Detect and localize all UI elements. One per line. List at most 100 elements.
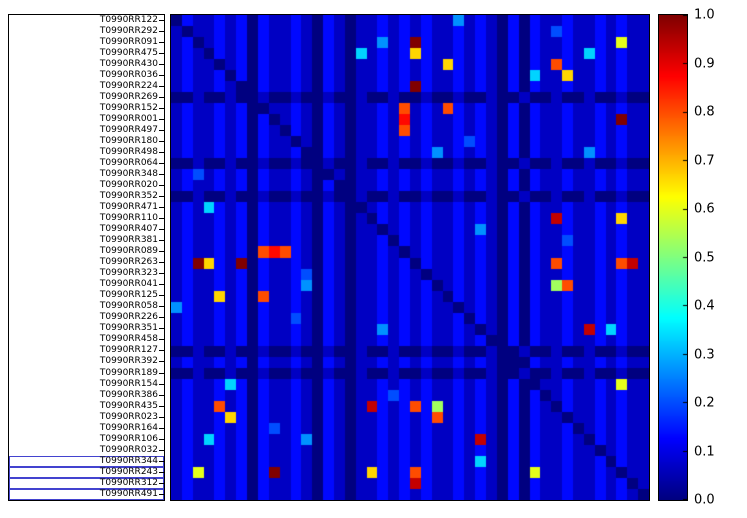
- row-tick-mark: [159, 416, 164, 418]
- row-tick-mark: [159, 394, 164, 396]
- row-tick-mark: [159, 471, 164, 473]
- row-tick-mark: [159, 20, 164, 21]
- colorbar-tick-label: 0.2: [694, 395, 715, 411]
- row-label: T0990RR348: [9, 169, 164, 180]
- row-tick-mark: [159, 97, 164, 99]
- colorbar-tick-label: 0.4: [694, 298, 715, 314]
- row-label: T0990RR323: [9, 268, 164, 279]
- row-label-text: T0990RR491: [99, 488, 158, 499]
- row-label-text: T0990RR127: [99, 345, 158, 356]
- row-label-text: T0990RR110: [99, 213, 158, 224]
- row-tick-mark: [159, 229, 164, 231]
- row-tick-mark: [159, 350, 164, 352]
- row-tick-mark: [159, 130, 164, 132]
- row-tick-mark: [159, 284, 164, 286]
- colorbar-tick-label: 0.8: [694, 104, 715, 120]
- row-label: T0990RR381: [9, 235, 164, 246]
- row-tick-mark: [159, 339, 164, 341]
- row-label-text: T0990RR091: [99, 37, 158, 48]
- row-label-text: T0990RR001: [99, 114, 158, 125]
- row-label-text: T0990RR498: [99, 147, 158, 158]
- row-label: T0990RR125: [9, 290, 164, 301]
- row-label-text: T0990RR392: [99, 356, 158, 367]
- row-label: T0990RR475: [9, 48, 164, 59]
- row-label: T0990RR498: [9, 147, 164, 158]
- row-label: T0990RR471: [9, 202, 164, 213]
- row-label-text: T0990RR243: [99, 466, 158, 477]
- row-label: T0990RR023: [9, 412, 164, 423]
- row-label-text: T0990RR497: [99, 125, 158, 136]
- row-label-text: T0990RR407: [99, 224, 158, 235]
- row-label-text: T0990RR430: [99, 59, 158, 70]
- row-label-text: T0990RR032: [99, 444, 158, 455]
- row-label: T0990RR189: [9, 368, 164, 379]
- row-label-text: T0990RR152: [99, 103, 158, 114]
- row-label: T0990RR497: [9, 125, 164, 136]
- row-label: T0990RR058: [9, 301, 164, 312]
- row-label-text: T0990RR023: [99, 411, 158, 422]
- row-label: T0990RR106: [9, 434, 164, 445]
- row-label-text: T0990RR020: [99, 180, 158, 191]
- row-label-text: T0990RR122: [99, 15, 158, 25]
- row-label: T0990RR263: [9, 257, 164, 268]
- colorbar-tick-label: 0.6: [694, 201, 715, 217]
- row-tick-mark: [159, 53, 164, 55]
- row-tick-mark: [159, 75, 164, 77]
- row-tick-mark: [159, 240, 164, 242]
- row-label: T0990RR041: [9, 279, 164, 290]
- row-label-box: T0990RR122 T0990RR292 T0990RR091 T0990RR475…: [8, 14, 165, 501]
- row-tick-mark: [159, 207, 164, 209]
- row-label-text: T0990RR180: [99, 136, 158, 147]
- row-label-text: T0990RR471: [99, 202, 158, 213]
- row-label: T0990RR430: [9, 59, 164, 70]
- row-tick-mark: [159, 86, 164, 88]
- row-tick-mark: [159, 141, 164, 143]
- row-tick-mark: [159, 42, 164, 44]
- row-label: T0990RR292: [9, 26, 164, 37]
- row-label-text: T0990RR189: [99, 367, 158, 378]
- row-tick-mark: [159, 306, 164, 308]
- row-label: T0990RR312: [9, 478, 164, 489]
- row-tick-mark: [159, 174, 164, 176]
- row-label: T0990RR020: [9, 180, 164, 191]
- row-label-text: T0990RR269: [99, 92, 158, 103]
- row-label: T0990RR032: [9, 445, 164, 456]
- row-label: T0990RR344: [9, 456, 164, 467]
- row-tick-mark: [159, 460, 164, 462]
- row-label-text: T0990RR435: [99, 400, 158, 411]
- heatmap-canvas: [171, 15, 649, 500]
- row-label-text: T0990RR263: [99, 257, 158, 268]
- row-label-text: T0990RR036: [99, 70, 158, 81]
- row-label: T0990RR386: [9, 390, 164, 401]
- row-label-text: T0990RR381: [99, 235, 158, 246]
- row-tick-mark: [159, 64, 164, 66]
- row-label: T0990RR164: [9, 423, 164, 434]
- row-label-text: T0990RR351: [99, 323, 158, 334]
- row-label-text: T0990RR089: [99, 246, 158, 257]
- row-label: T0990RR226: [9, 312, 164, 323]
- colorbar-tick-label: 0.1: [694, 444, 715, 459]
- row-label-text: T0990RR344: [99, 455, 158, 466]
- row-tick-mark: [159, 361, 164, 363]
- row-label-text: T0990RR475: [99, 48, 158, 59]
- row-tick-mark: [159, 218, 164, 220]
- row-label-text: T0990RR323: [99, 268, 158, 279]
- row-label-text: T0990RR386: [99, 389, 158, 400]
- row-label-text: T0990RR224: [99, 81, 158, 92]
- row-tick-mark: [159, 493, 164, 495]
- heatmap: [170, 14, 650, 501]
- row-tick-mark: [159, 372, 164, 374]
- row-tick-mark: [159, 328, 164, 330]
- row-tick-mark: [159, 317, 164, 319]
- row-label-text: T0990RR106: [99, 433, 158, 444]
- row-label-text: T0990RR154: [99, 378, 158, 389]
- row-label-text: T0990RR041: [99, 279, 158, 290]
- colorbar-tick-label: 0.9: [694, 56, 715, 71]
- row-label: T0990RR352: [9, 191, 164, 202]
- row-label: T0990RR091: [9, 37, 164, 48]
- row-label-text: T0990RR292: [99, 26, 158, 37]
- row-tick-mark: [159, 108, 164, 110]
- colorbar-tick-label: 1.0: [694, 7, 715, 23]
- row-label: T0990RR491: [9, 489, 164, 500]
